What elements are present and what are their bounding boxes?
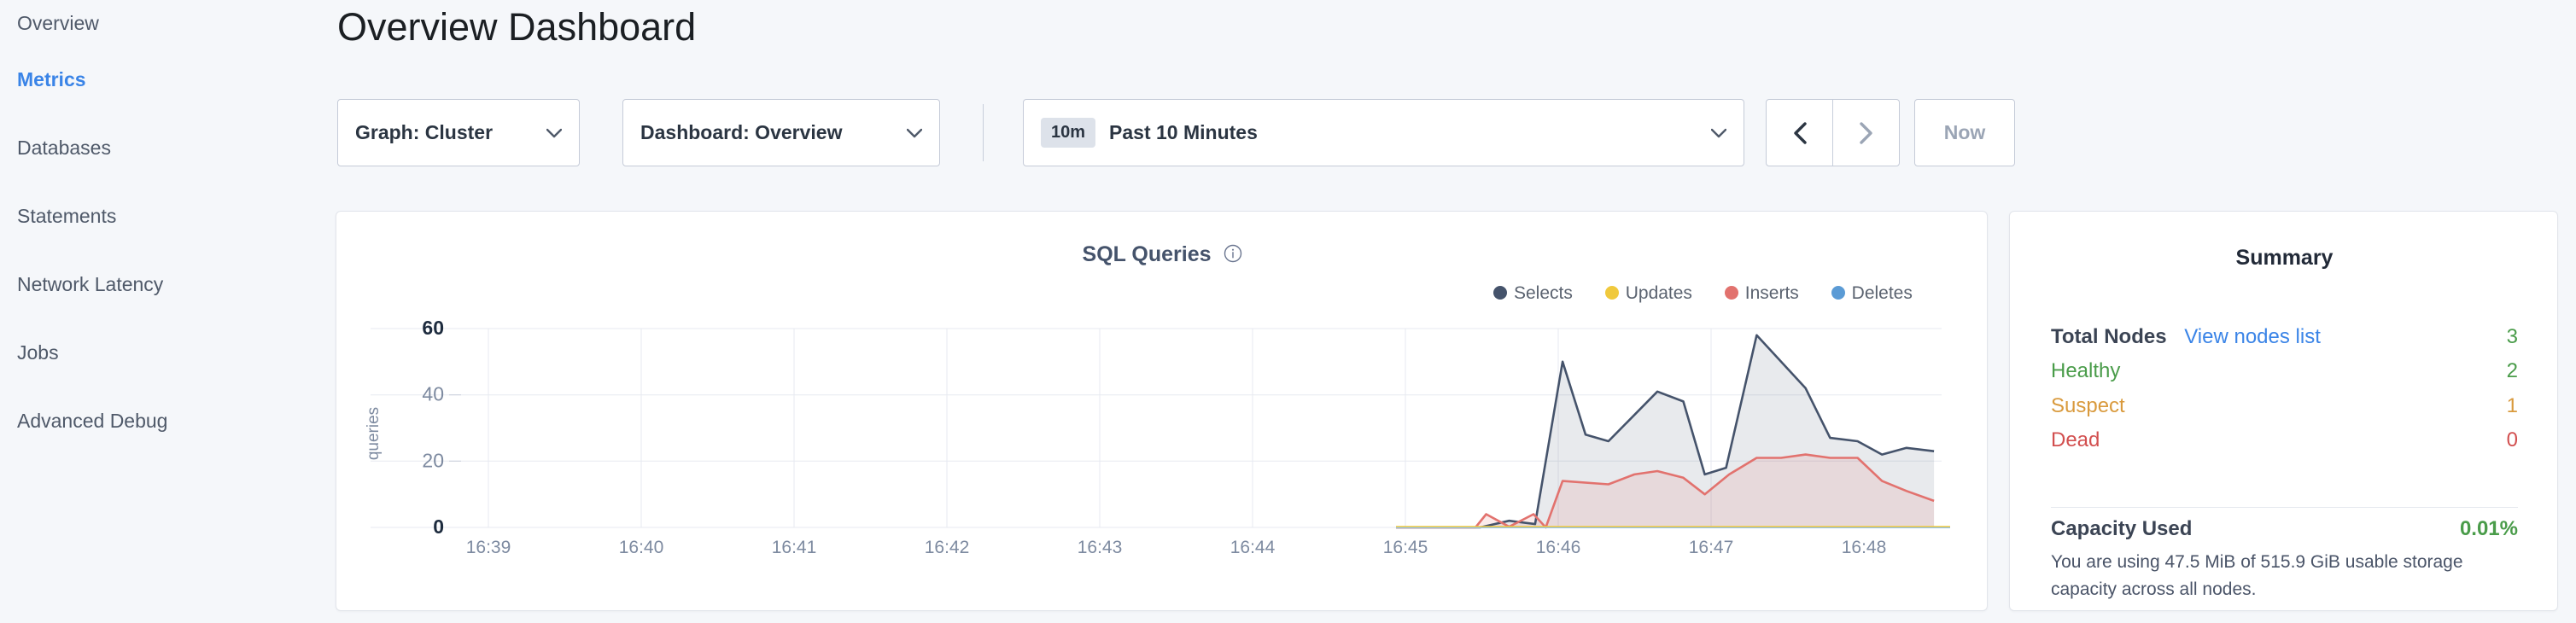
svg-text:0: 0 bbox=[433, 515, 444, 538]
svg-text:queries: queries bbox=[365, 407, 383, 460]
svg-text:16:45: 16:45 bbox=[1383, 538, 1428, 557]
svg-text:16:48: 16:48 bbox=[1842, 538, 1887, 557]
svg-text:16:39: 16:39 bbox=[466, 538, 511, 557]
svg-text:20: 20 bbox=[422, 449, 444, 471]
svg-text:16:43: 16:43 bbox=[1078, 538, 1123, 557]
svg-text:16:42: 16:42 bbox=[925, 538, 970, 557]
svg-text:60: 60 bbox=[422, 317, 444, 339]
svg-text:40: 40 bbox=[422, 383, 444, 405]
svg-text:16:44: 16:44 bbox=[1230, 538, 1276, 557]
svg-text:16:46: 16:46 bbox=[1536, 538, 1581, 557]
svg-text:16:41: 16:41 bbox=[772, 538, 817, 557]
svg-text:16:40: 16:40 bbox=[619, 538, 664, 557]
svg-text:16:47: 16:47 bbox=[1689, 538, 1734, 557]
